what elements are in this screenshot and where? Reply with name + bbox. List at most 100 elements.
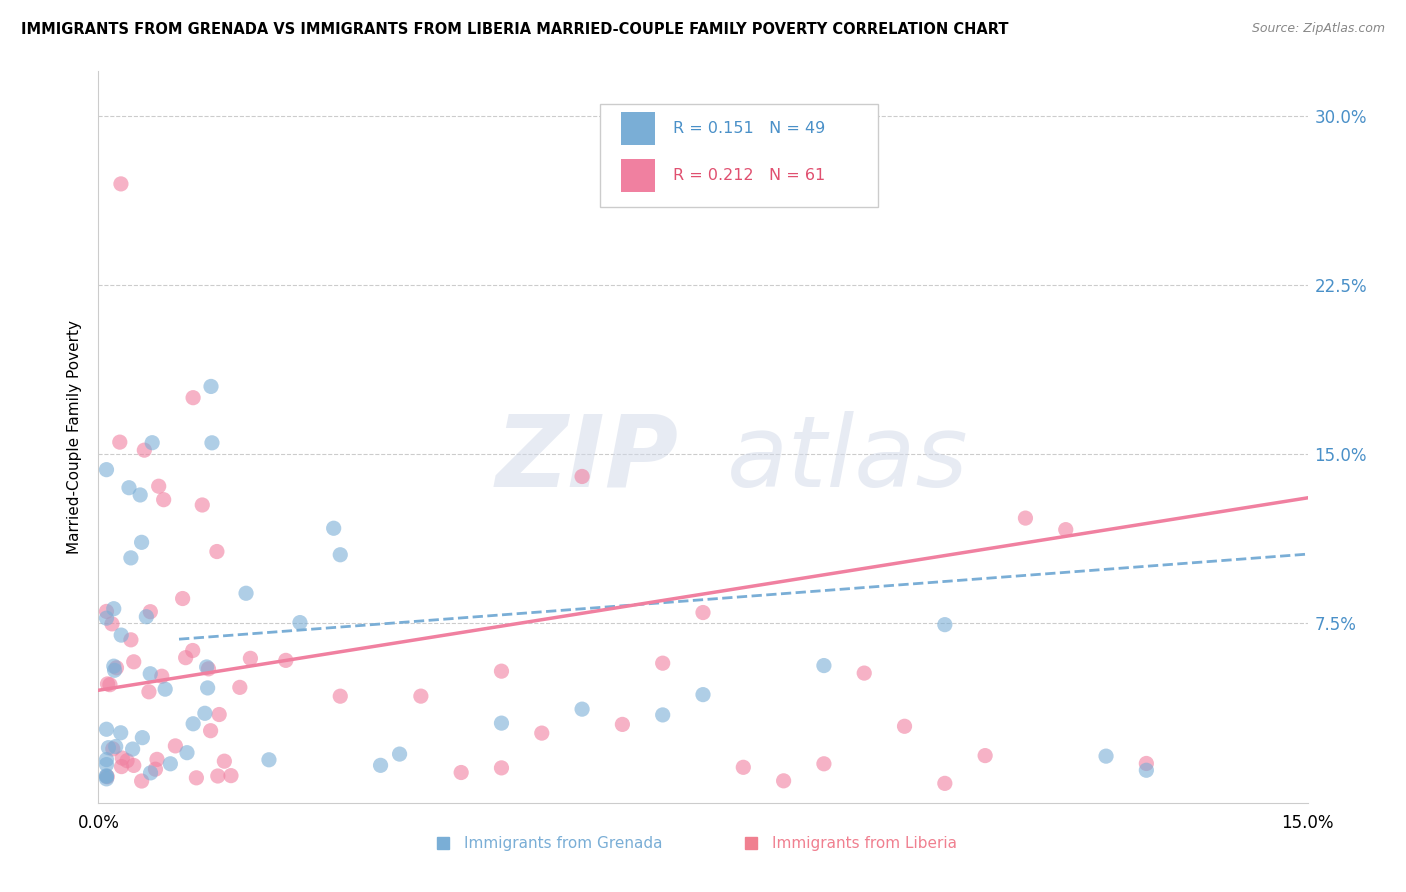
Point	[370, 758, 392, 772]
Point	[96, 757, 118, 772]
Point	[651, 656, 673, 670]
Point	[110, 177, 132, 191]
Point	[110, 759, 132, 773]
Y-axis label: Married-Couple Family Poverty: Married-Couple Family Poverty	[67, 320, 83, 554]
Point	[274, 653, 297, 667]
Point	[200, 723, 222, 738]
Point	[110, 726, 132, 740]
Point	[172, 591, 194, 606]
Point	[205, 544, 228, 558]
Text: IMMIGRANTS FROM GRENADA VS IMMIGRANTS FROM LIBERIA MARRIED-COUPLE FAMILY POVERTY: IMMIGRANTS FROM GRENADA VS IMMIGRANTS FR…	[21, 22, 1008, 37]
Point	[101, 616, 124, 631]
Point	[96, 753, 118, 767]
FancyBboxPatch shape	[621, 112, 655, 145]
Point	[214, 754, 236, 768]
Point	[197, 681, 219, 695]
Text: Immigrants from Grenada: Immigrants from Grenada	[464, 836, 662, 851]
Point	[200, 379, 222, 393]
Text: Source: ZipAtlas.com: Source: ZipAtlas.com	[1251, 22, 1385, 36]
Point	[103, 601, 125, 615]
Point	[105, 661, 128, 675]
Point	[195, 660, 218, 674]
Point	[239, 651, 262, 665]
Point	[813, 658, 835, 673]
Point	[98, 678, 121, 692]
Point	[139, 765, 162, 780]
Point	[96, 604, 118, 618]
Point	[141, 435, 163, 450]
Point	[146, 752, 169, 766]
Point	[207, 769, 229, 783]
Point	[1014, 511, 1036, 525]
Point	[135, 609, 157, 624]
Point	[186, 771, 208, 785]
Point	[813, 756, 835, 771]
Point	[1135, 756, 1157, 771]
Point	[101, 742, 124, 756]
Point	[208, 707, 231, 722]
Point	[329, 548, 352, 562]
Point	[530, 726, 553, 740]
Point	[612, 717, 634, 731]
Point	[772, 773, 794, 788]
Point	[152, 492, 174, 507]
Point	[235, 586, 257, 600]
Point	[934, 776, 956, 790]
Point	[934, 617, 956, 632]
Point	[96, 769, 118, 783]
Point	[197, 662, 219, 676]
Point	[176, 746, 198, 760]
Point	[153, 682, 176, 697]
Point	[322, 521, 344, 535]
Point	[571, 469, 593, 483]
Text: atlas: atlas	[727, 410, 969, 508]
Point	[122, 758, 145, 772]
Point	[148, 479, 170, 493]
Point	[96, 772, 118, 786]
Point	[122, 655, 145, 669]
Point	[1135, 764, 1157, 778]
Point	[491, 716, 513, 731]
Point	[138, 685, 160, 699]
Point	[191, 498, 214, 512]
Point	[571, 702, 593, 716]
Point	[450, 765, 472, 780]
Point	[103, 663, 125, 677]
Point	[159, 756, 181, 771]
Point	[893, 719, 915, 733]
Point	[409, 689, 432, 703]
Point	[103, 659, 125, 673]
Point	[257, 753, 280, 767]
Point	[139, 666, 162, 681]
Point	[201, 435, 224, 450]
Point	[111, 751, 134, 765]
Text: R = 0.212   N = 61: R = 0.212 N = 61	[673, 168, 825, 183]
Point	[104, 739, 127, 754]
Point	[96, 463, 118, 477]
Point	[692, 688, 714, 702]
Point	[174, 650, 197, 665]
Point	[194, 706, 217, 721]
Point	[131, 774, 153, 789]
Point	[388, 747, 411, 761]
Text: ZIP: ZIP	[496, 410, 679, 508]
Point	[329, 689, 352, 703]
Point	[181, 643, 204, 657]
Point	[145, 762, 167, 776]
Point	[115, 754, 138, 768]
Point	[108, 435, 131, 450]
Point	[692, 606, 714, 620]
Point	[134, 443, 156, 458]
Point	[288, 615, 311, 630]
Point	[97, 740, 120, 755]
Point	[181, 716, 204, 731]
Point	[733, 760, 755, 774]
Point	[651, 707, 673, 722]
Point	[974, 748, 997, 763]
Point	[120, 632, 142, 647]
Point	[139, 605, 162, 619]
Point	[96, 769, 118, 783]
Point	[96, 677, 118, 691]
Point	[219, 769, 242, 783]
Point	[491, 664, 513, 678]
